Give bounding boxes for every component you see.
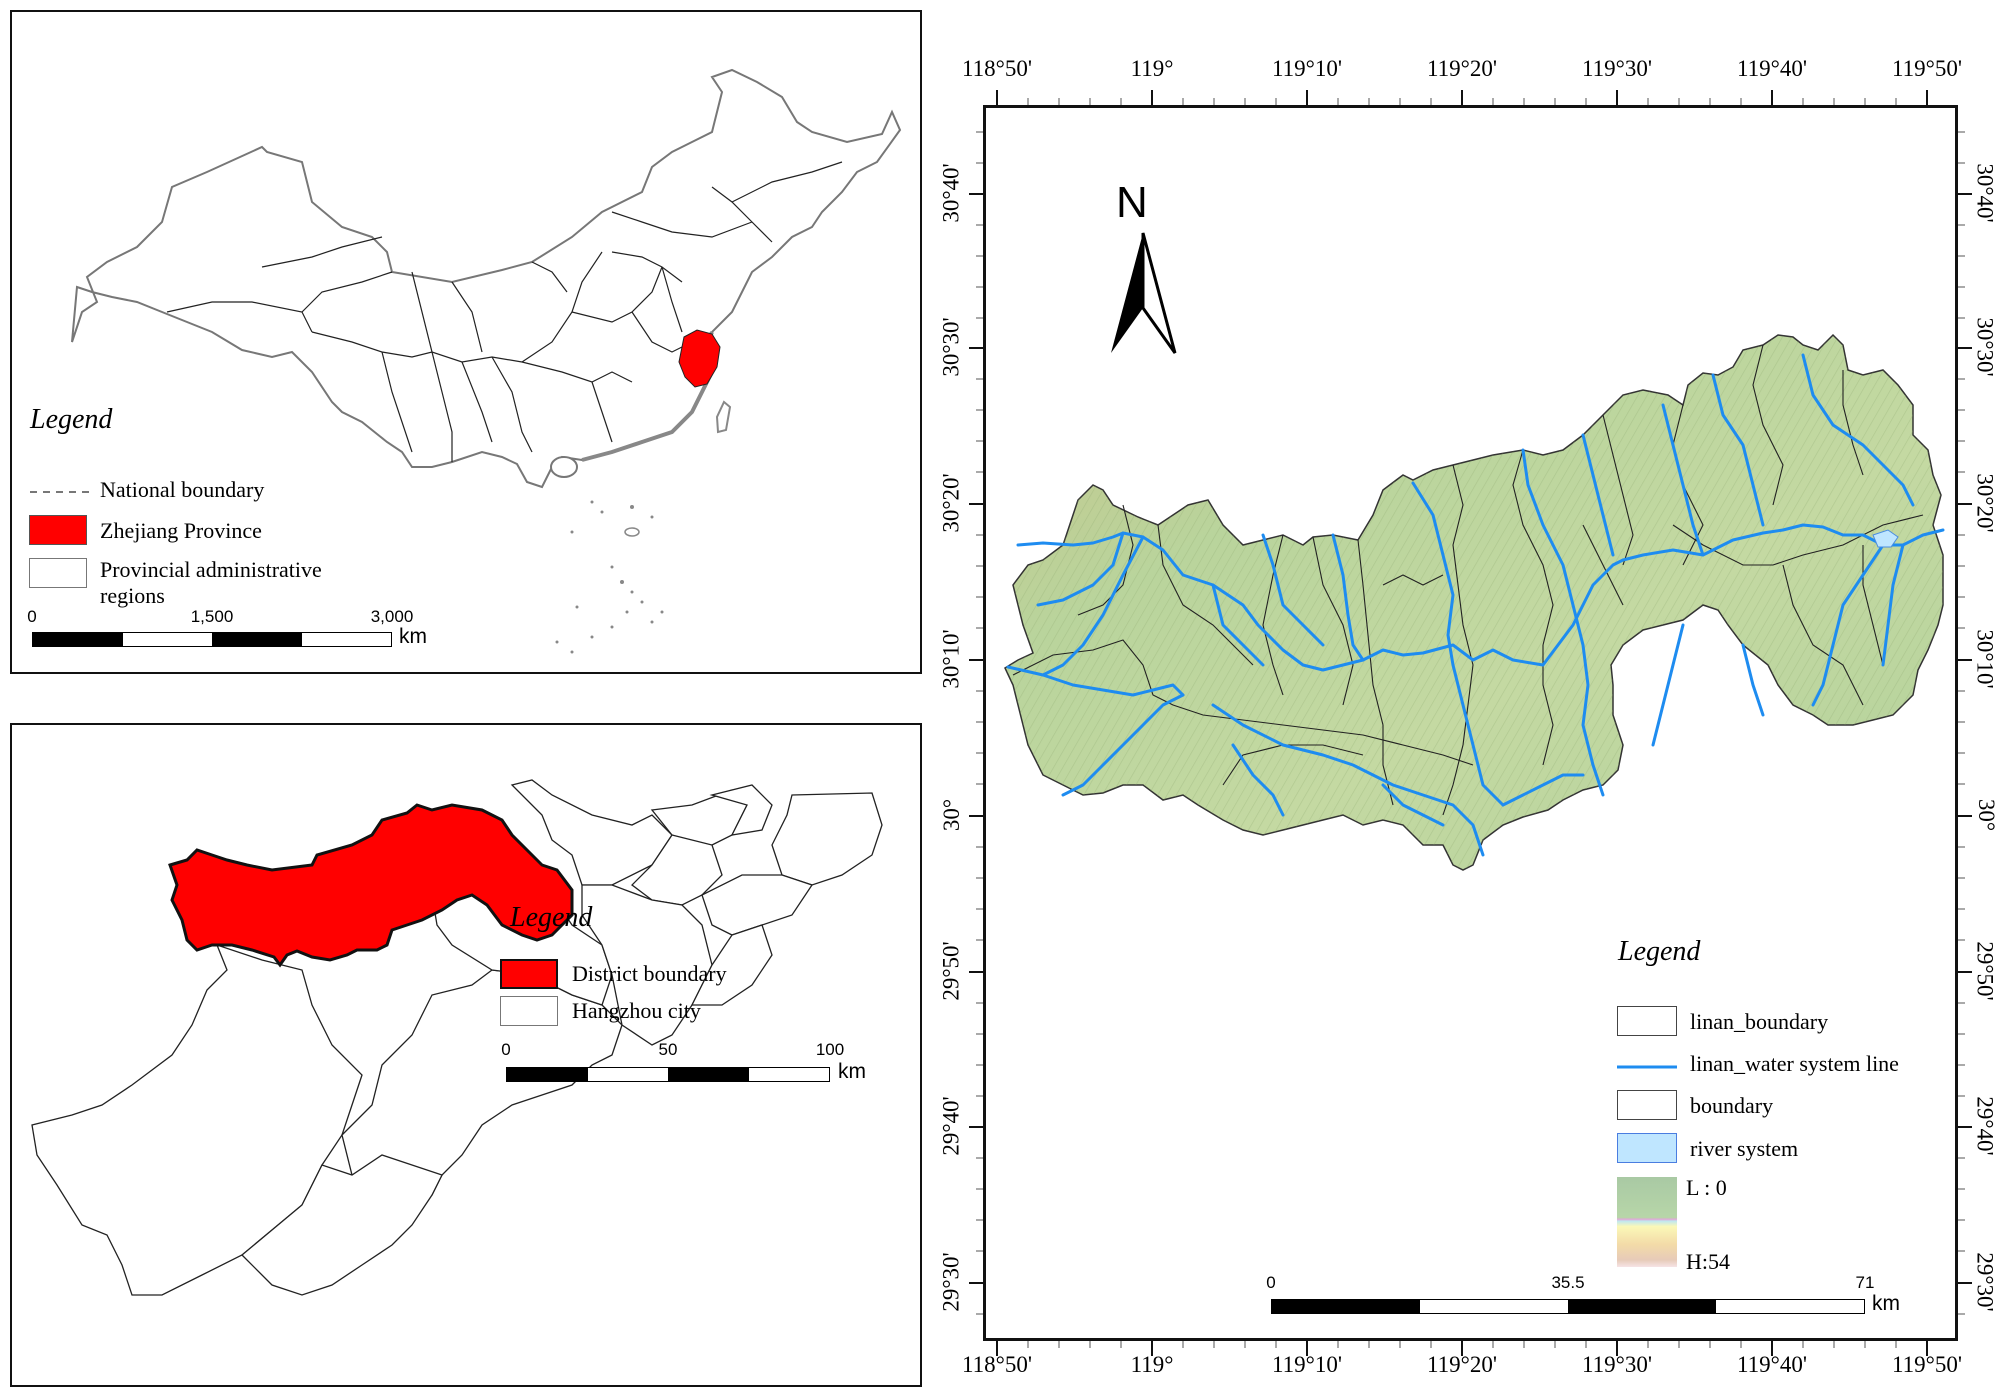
left-y-tick: 29°30' <box>938 1252 964 1312</box>
legend-zhejiang: Zhejiang Province <box>100 518 262 543</box>
hangzhou-city-swatch <box>500 996 558 1026</box>
bottom-x-tick: 118°50' <box>962 1352 1032 1377</box>
hz-scale-unit: km <box>838 1060 866 1083</box>
district-boundary-swatch <box>500 959 558 989</box>
elevation-high-label: H:54 <box>1686 1249 1730 1274</box>
linan-boundary-swatch <box>1617 1006 1677 1036</box>
right-y-tick: 29°50' <box>1972 941 1998 1001</box>
hangzhou-scale-bar <box>506 1067 830 1082</box>
hangzhou-map: Legend District boundary Hangzhou city 0… <box>10 723 922 1387</box>
top-x-tick: 119° <box>1130 56 1174 81</box>
left-y-tick: 30°30' <box>938 317 964 377</box>
scale-tick-2: 3,000 <box>370 607 414 626</box>
linan-scale-unit: km <box>1872 1292 1900 1315</box>
bottom-x-tick: 119°20' <box>1427 1352 1497 1377</box>
bottom-x-tick: 119°50' <box>1892 1352 1962 1377</box>
hz-scale-tick-2: 100 <box>815 1040 845 1059</box>
scale-tick-1: 1,500 <box>190 607 234 626</box>
china-overview-map: Legend National boundary Zhejiang Provin… <box>10 10 922 674</box>
top-x-tick: 119°30' <box>1582 56 1652 81</box>
north-arrow-label: N <box>1116 178 1148 227</box>
scale-unit: km <box>399 625 427 648</box>
right-y-tick: 30°30' <box>1972 317 1998 377</box>
top-x-tick: 118°50' <box>962 56 1032 81</box>
bottom-x-tick: 119°10' <box>1272 1352 1342 1377</box>
linan-scale-tick-1: 35.5 <box>1551 1273 1585 1292</box>
right-y-tick: 29°40' <box>1972 1096 1998 1156</box>
left-y-tick: 29°50' <box>938 941 964 1001</box>
legend-linan-boundary: linan_boundary <box>1690 1009 1829 1034</box>
dashed-line-icon <box>30 491 90 493</box>
zhejiang-swatch <box>29 515 87 545</box>
top-x-tick: 119°10' <box>1272 56 1342 81</box>
elevation-low-label: L : 0 <box>1686 1175 1727 1200</box>
legend-hangzhou-city: Hangzhou city <box>572 998 701 1023</box>
water-line-icon <box>1617 1065 1677 1069</box>
sub-boundaries <box>1012 344 1924 816</box>
linan-district <box>168 803 574 968</box>
top-x-tick: 119°50' <box>1892 56 1962 81</box>
provincial-swatch <box>29 558 87 588</box>
right-y-tick: 29°30' <box>1972 1252 1998 1312</box>
legend-provincial-line1: Provincial administrative <box>100 557 322 582</box>
legend-river-system: river system <box>1690 1136 1799 1161</box>
hz-scale-tick-0: 0 <box>501 1040 511 1059</box>
left-y-tick: 30°20' <box>938 473 964 533</box>
hangzhou-map-shapes <box>31 779 883 1296</box>
linan-scale-tick-0: 0 <box>1266 1273 1276 1292</box>
china-scale-bar <box>32 632 392 647</box>
china-map-shapes <box>71 68 902 654</box>
boundary-swatch <box>1617 1090 1677 1120</box>
zhejiang-province <box>678 329 721 388</box>
north-arrow-icon <box>1111 232 1177 354</box>
legend-provincial-line2: regions <box>100 583 165 608</box>
legend-district-boundary: District boundary <box>572 961 727 986</box>
elevation-ramp <box>1617 1177 1677 1267</box>
left-y-tick: 29°40' <box>938 1096 964 1156</box>
bottom-x-tick: 119°40' <box>1737 1352 1807 1377</box>
top-x-tick: 119°40' <box>1737 56 1807 81</box>
right-y-tick: 30°20' <box>1972 473 1998 533</box>
scale-tick-0: 0 <box>27 607 37 626</box>
hangzhou-legend-title: Legend <box>510 902 593 933</box>
bottom-x-tick: 119° <box>1130 1352 1174 1377</box>
legend-water-system-line: linan_water system line <box>1690 1051 1899 1076</box>
linan-scale-bar <box>1271 1299 1865 1314</box>
linan-legend-title: Legend <box>1618 936 1701 967</box>
legend-national-boundary: National boundary <box>100 477 265 502</box>
right-y-tick: 30° <box>1974 798 2000 832</box>
right-y-tick: 30°10' <box>1972 629 1998 689</box>
left-y-tick: 30°40' <box>938 163 964 223</box>
river-system-swatch <box>1617 1133 1677 1163</box>
left-y-tick: 30°10' <box>938 629 964 689</box>
hz-scale-tick-1: 50 <box>658 1040 678 1059</box>
linan-scale-tick-2: 71 <box>1855 1273 1875 1292</box>
left-y-tick: 30° <box>939 798 965 832</box>
linan-terrain-map <box>1004 333 1945 871</box>
china-legend-title: Legend <box>30 404 113 435</box>
right-y-tick: 30°40' <box>1972 163 1998 223</box>
river-network <box>1006 353 1945 857</box>
linan-detail-map-frame: N Legend linan_boundary linan_water syst… <box>983 105 1958 1341</box>
bottom-x-tick: 119°30' <box>1582 1352 1652 1377</box>
top-x-tick: 119°20' <box>1427 56 1497 81</box>
legend-boundary: boundary <box>1690 1093 1774 1118</box>
